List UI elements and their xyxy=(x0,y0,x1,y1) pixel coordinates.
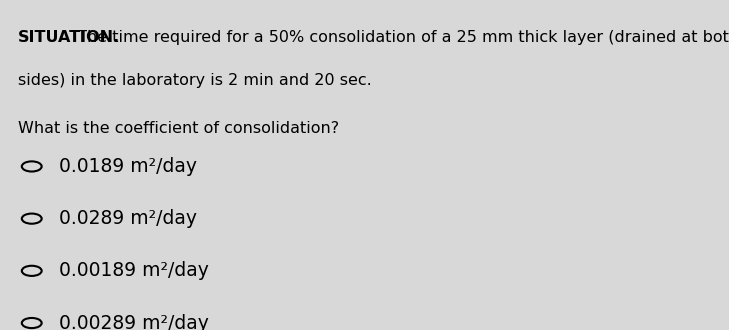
Text: 0.0189 m²/day: 0.0189 m²/day xyxy=(59,157,198,176)
Text: The time required for a 50% consolidation of a 25 mm thick layer (drained at bot: The time required for a 50% consolidatio… xyxy=(72,30,729,45)
Text: What is the coefficient of consolidation?: What is the coefficient of consolidation… xyxy=(18,121,339,136)
Text: 0.0289 m²/day: 0.0289 m²/day xyxy=(59,209,198,228)
Text: SITUATION.: SITUATION. xyxy=(18,30,120,45)
Text: 0.00189 m²/day: 0.00189 m²/day xyxy=(59,261,209,280)
Text: 0.00289 m²/day: 0.00289 m²/day xyxy=(59,314,209,330)
Text: sides) in the laboratory is 2 min and 20 sec.: sides) in the laboratory is 2 min and 20… xyxy=(18,73,372,88)
